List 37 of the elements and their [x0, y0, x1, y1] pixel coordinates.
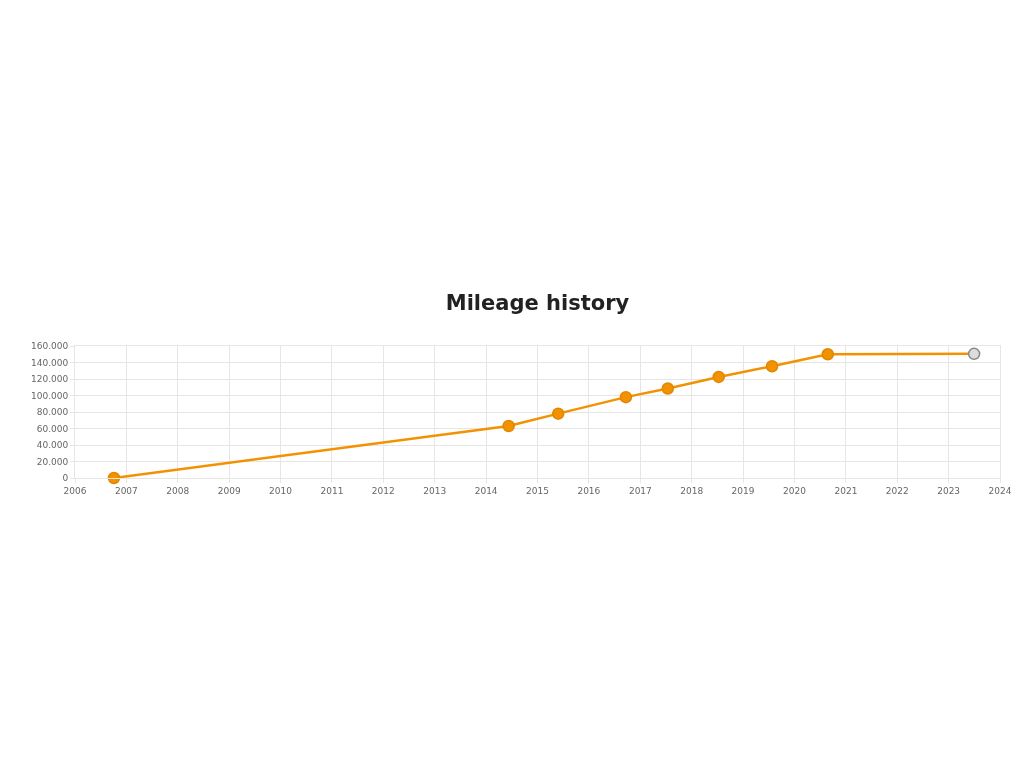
x-tick-label: 2023: [937, 485, 961, 496]
point: [661, 382, 675, 395]
point: [551, 407, 565, 420]
y-tick-label: 60.000: [36, 423, 69, 434]
point: [765, 359, 779, 373]
x-tick-label: 2024: [988, 485, 1012, 496]
x-tick-label: 2019: [731, 485, 755, 496]
x-tick-label: 2010: [269, 485, 293, 496]
x-tick-label: 2012: [371, 485, 395, 496]
y-tick-label: 140.000: [30, 357, 69, 368]
point: [502, 419, 515, 433]
y-tick-label: 160.000: [30, 341, 69, 352]
x-tick-label: 2006: [63, 485, 87, 496]
point: [619, 390, 633, 404]
x-tick-label: 2016: [577, 485, 601, 496]
y-tick-label: 80.000: [36, 407, 69, 418]
x-tick-label: 2022: [885, 485, 909, 496]
x-tick-label: 2018: [680, 485, 704, 496]
point: [712, 370, 725, 384]
x-tick-label: 2020: [782, 485, 807, 496]
x-tick-label: 2015: [526, 485, 549, 496]
x-tick-label: 2017: [628, 485, 652, 496]
x-tick-label: 2014: [474, 485, 498, 496]
point: [967, 347, 981, 361]
x-tick-label: 2007: [114, 485, 138, 496]
x-tick-label: 2011: [320, 485, 344, 496]
y-tick-label: 100.000: [30, 390, 69, 401]
y-tick-label: 0: [62, 473, 69, 484]
x-tick-label: 2009: [217, 485, 241, 496]
y-tick-label: 40.000: [36, 440, 69, 451]
y-tick-label: 20.000: [36, 456, 69, 467]
x-tick-label: 2008: [166, 485, 190, 496]
y-tick-label: 120.000: [30, 374, 69, 385]
point: [821, 348, 835, 361]
chart-title: Mileage history: [445, 291, 630, 316]
x-tick-label: 2021: [834, 485, 858, 496]
x-tick-label: 2013: [423, 485, 447, 496]
